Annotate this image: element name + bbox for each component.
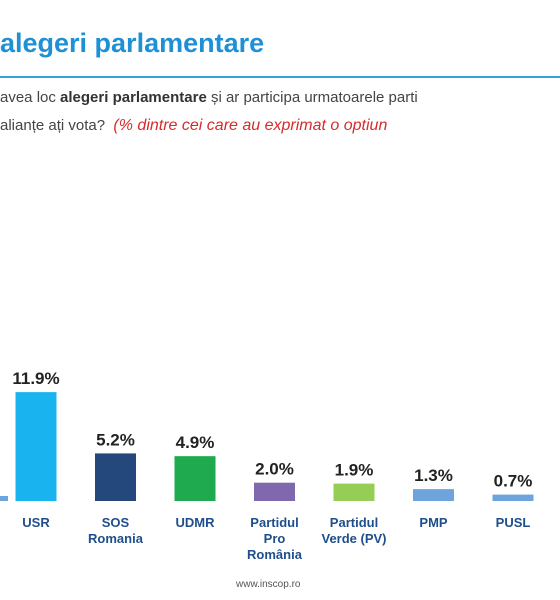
question-text-c: alianțe ați vota? — [0, 117, 106, 134]
bar-value-label-6: 0.7% — [494, 472, 533, 491]
category-label-6-0: PUSL — [496, 515, 531, 530]
bar-value-label-0: 11.9% — [12, 369, 59, 388]
question-line-1: avea loc alegeri parlamentare și ar part… — [0, 84, 560, 112]
survey-question: avea loc alegeri parlamentare și ar part… — [0, 84, 560, 140]
bar-value-label-3: 2.0% — [255, 460, 294, 479]
bar-4 — [333, 483, 375, 501]
bar-6 — [492, 494, 534, 501]
category-label-0-0: USR — [22, 515, 50, 530]
bar-0 — [15, 392, 57, 501]
question-text-bold: alegeri parlamentare — [60, 89, 207, 106]
bar-1 — [95, 453, 136, 501]
bar-value-label-1: 5.2% — [96, 430, 135, 449]
bar-2 — [174, 456, 216, 501]
question-text-a: avea loc — [0, 89, 61, 106]
category-label-2-0: UDMR — [176, 515, 216, 530]
category-label-4-1: Verde (PV) — [321, 531, 386, 546]
category-label-3-0: Partidul — [250, 515, 298, 530]
bar-3 — [254, 482, 295, 501]
category-label-3-1: Pro — [264, 531, 286, 546]
bar-5 — [413, 489, 454, 501]
bar-value-label-4: 1.9% — [335, 461, 374, 480]
source-url: www.inscop.ro — [236, 579, 301, 590]
bar-value-label-2: 4.9% — [176, 433, 215, 452]
category-label-5-0: PMP — [419, 515, 448, 530]
question-text-b: și ar participa urmatoarele parti — [206, 89, 418, 106]
category-label-3-2: România — [247, 547, 303, 562]
category-label-1-0: SOS — [102, 515, 130, 530]
cropped-bar-left — [0, 496, 8, 501]
question-note: (% dintre cei care au exprimat o optiun — [113, 117, 388, 134]
bar-value-label-5: 1.3% — [414, 466, 453, 485]
title-divider — [0, 76, 560, 78]
category-label-4-0: Partidul — [330, 515, 378, 530]
chart-title: alegeri parlamentare — [0, 28, 265, 58]
category-label-1-1: Romania — [88, 531, 144, 546]
question-line-2: alianțe ați vota? (% dintre cei care au … — [0, 112, 560, 140]
